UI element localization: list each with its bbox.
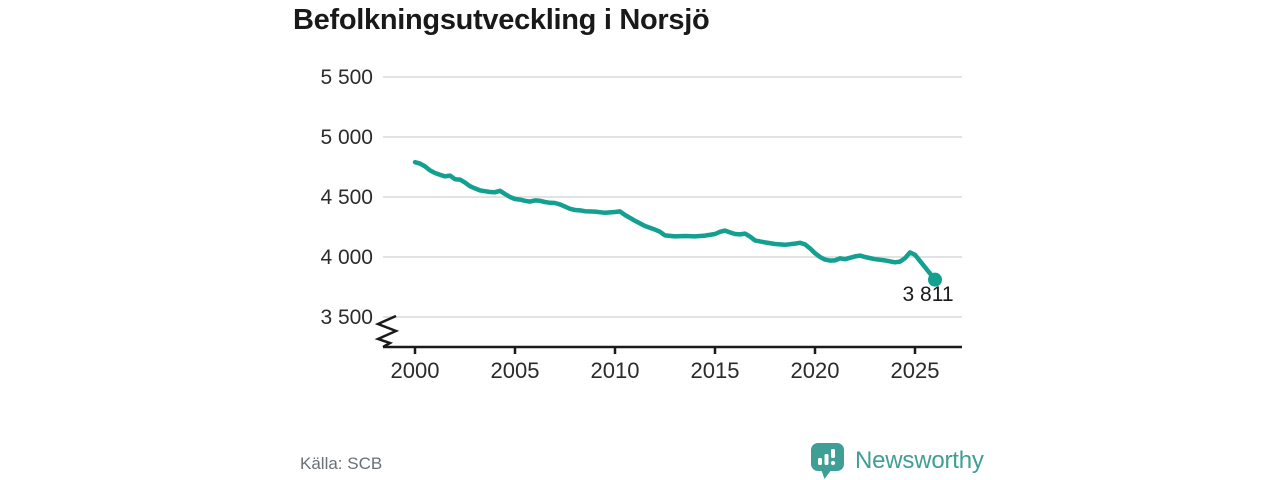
newsworthy-wordmark: Newsworthy — [855, 447, 984, 474]
newsworthy-bubble-bars-icon — [811, 443, 844, 479]
x-axis-tick-label: 2015 — [691, 358, 740, 383]
y-axis-tick-label: 5 000 — [320, 126, 373, 149]
end-point-dot — [928, 272, 942, 287]
x-axis-tick-label: 2005 — [491, 358, 540, 383]
x-axis-tick-label: 2025 — [891, 358, 940, 383]
newsworthy-brand: Newsworthy — [810, 442, 984, 480]
x-axis-tick-label: 2000 — [391, 358, 440, 383]
population-line — [412, 159, 938, 282]
x-axis-tick-label: 2010 — [591, 358, 640, 383]
end-value-label: 3 811 — [902, 283, 954, 306]
y-axis-tick-label: 5 500 — [320, 66, 373, 89]
y-axis-tick-label: 4 500 — [320, 186, 373, 209]
source-attribution: Källa: SCB — [300, 454, 383, 473]
y-axis-tick-label: 4 000 — [320, 246, 373, 269]
x-axis-tick-label: 2020 — [791, 358, 840, 383]
y-axis-tick-label: 3 500 — [320, 306, 373, 329]
axis-break-zigzag — [374, 314, 400, 349]
chart-title: Befolkningsutveckling i Norsjö — [293, 4, 710, 36]
